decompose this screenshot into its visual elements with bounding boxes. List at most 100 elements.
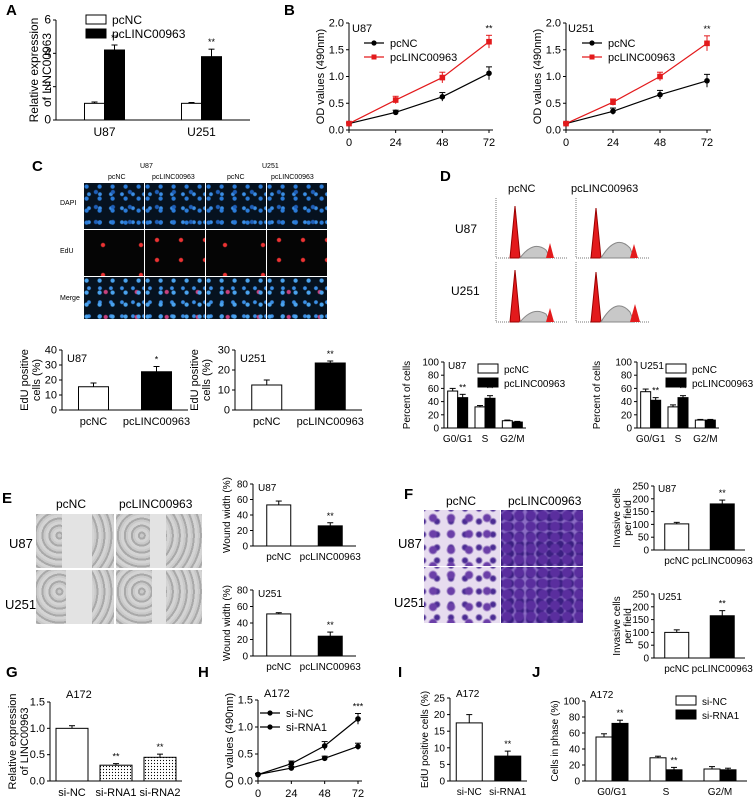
legend-label: pcNC: [390, 38, 418, 50]
panel-letter-d: D: [440, 168, 451, 185]
y-tick-label: 15: [434, 727, 446, 738]
wound-row-u87: U87: [9, 536, 33, 551]
x-tick-label: si-RNA2: [140, 787, 181, 797]
legend-label: pcNC: [608, 38, 636, 50]
chart-c-u87: 0 10 20 30 40 pcNC * pcLINC00963 EdU positive cel…: [19, 345, 190, 429]
data-point: [486, 70, 492, 77]
y-tick-label: 0: [626, 424, 632, 435]
wound-header-pclinc: pcLINC00963: [119, 497, 193, 511]
y-tick-label: 0: [44, 113, 51, 127]
chart-e-u87: 0 20 40 60 80 pcNC ** pcLINC00963 Wound width (%…: [222, 477, 361, 563]
x-tick-label: S: [482, 434, 489, 445]
series-line: [257, 718, 359, 776]
y-axis-label: per field: [623, 608, 634, 644]
y-tick-label: 25: [434, 694, 446, 705]
bar: [78, 386, 109, 411]
y-tick-label: 60: [569, 729, 581, 740]
chart-subtitle: U87: [258, 483, 277, 494]
x-tick-label: S: [675, 434, 682, 445]
bar: [664, 631, 690, 659]
invasion-header-pclinc: pcLINC00963: [508, 494, 582, 508]
y-tick-label: 1.5: [546, 44, 561, 56]
x-tick-label: G2/M: [500, 434, 524, 445]
edu-image-u87-pclinc: [145, 230, 205, 276]
grid-header-pcnc-2: pcNC: [227, 174, 245, 181]
y-tick-label: 20: [237, 635, 249, 646]
facs-u87-pcnc: [495, 198, 568, 259]
x-tick-label: pcLINC00963: [123, 416, 190, 428]
wound-image-u87-pcnc: [36, 514, 114, 568]
y-axis-label: EdU positive: [19, 349, 31, 411]
legend-label: pcLINC00963: [112, 27, 186, 41]
bar: [143, 756, 177, 782]
legend-marker: [267, 710, 273, 716]
bar: [84, 102, 105, 121]
significance-mark: **: [327, 620, 335, 630]
grid-header-pclinc-1: pcLINC00963: [152, 174, 195, 181]
y-axis-label: Relative expression: [7, 694, 19, 790]
wound-header-pcnc: pcNC: [56, 497, 87, 511]
x-tick-label: pcNC: [266, 662, 291, 673]
chart-subtitle: A172: [264, 688, 290, 700]
y-tick-label: 80: [428, 371, 440, 382]
bar: [484, 397, 496, 429]
y-tick-label: 0.0: [546, 125, 561, 137]
y-axis-label: Wound width (%): [222, 585, 233, 661]
x-tick-label: pcNC: [664, 664, 689, 675]
data-point: [704, 77, 710, 84]
wound-image-u87-pclinc: [116, 514, 202, 568]
data-point: [657, 73, 663, 80]
bar: [99, 764, 133, 782]
bar: [665, 769, 683, 782]
x-tick-label: 24: [607, 137, 619, 149]
chart-subtitle: A172: [66, 689, 92, 701]
series-line: [348, 41, 490, 125]
x-tick-label: S: [663, 787, 670, 797]
y-tick-label: 0.0: [30, 776, 45, 788]
y-tick-label: 0: [433, 424, 439, 435]
facs-header-pclinc: pcLINC00963: [571, 183, 639, 195]
chart-subtitle: U87: [67, 353, 87, 365]
y-tick-label: 10: [218, 385, 230, 397]
y-axis-label: OD values (490nm): [532, 29, 544, 124]
x-tick-label: 24: [390, 137, 402, 149]
panel-letter-g: G: [6, 664, 18, 681]
y-tick-label: 100: [632, 628, 649, 639]
y-tick-label: 1.0: [546, 71, 561, 83]
dapi-image-u251-pcnc: [206, 183, 266, 229]
y-tick-label: 60: [621, 384, 633, 395]
y-tick-label: 30: [218, 345, 230, 357]
chart-h: 0.0 0.5 1.0 1.5 0 24 48 72 *** OD values (490nm) A…: [224, 688, 364, 797]
y-axis-label: of LINC00963: [40, 33, 54, 107]
facs-row-u251: U251: [451, 284, 480, 298]
bar: [55, 727, 89, 782]
x-tick-label: pcNC: [80, 416, 108, 428]
chart-a: 0 2 4 6 ** U87 ** U251 Relative expression of LIN…: [27, 13, 250, 139]
y-axis-label: Relative expression: [27, 18, 41, 123]
bar: [704, 419, 716, 429]
x-tick-label: 72: [701, 137, 713, 149]
data-point: [346, 120, 352, 127]
y-tick-label: 40: [428, 397, 440, 408]
significance-mark: **: [679, 384, 687, 394]
row-label-dapi: DAPI: [60, 200, 77, 207]
chart-subtitle: U251: [240, 353, 266, 365]
y-tick-label: 20: [45, 375, 57, 387]
y-axis-label: Invasive cells: [612, 488, 623, 547]
x-tick-label: si-NC: [58, 787, 86, 797]
chart-b-u251: 0.0 0.5 1.0 1.5 2.0 0 24 48 72 ** OD values (490nm…: [532, 18, 713, 150]
legend-marker: [371, 40, 377, 46]
facs-histograms: [495, 198, 650, 323]
y-tick-label: 0.5: [30, 749, 45, 761]
facs-u87-pclinc: [575, 198, 650, 259]
y-axis-label: EdU positive cells (%): [420, 691, 431, 788]
significance-mark: **: [652, 386, 660, 396]
x-tick-label: pcNC: [266, 552, 291, 563]
bar: [455, 722, 483, 782]
y-tick-label: 60: [237, 602, 249, 613]
legend-swatch: [85, 14, 107, 25]
y-tick-label: 0: [51, 405, 57, 417]
x-tick-label: si-RNA1: [489, 787, 527, 797]
data-point: [392, 109, 399, 116]
x-tick-label: 72: [483, 137, 495, 149]
